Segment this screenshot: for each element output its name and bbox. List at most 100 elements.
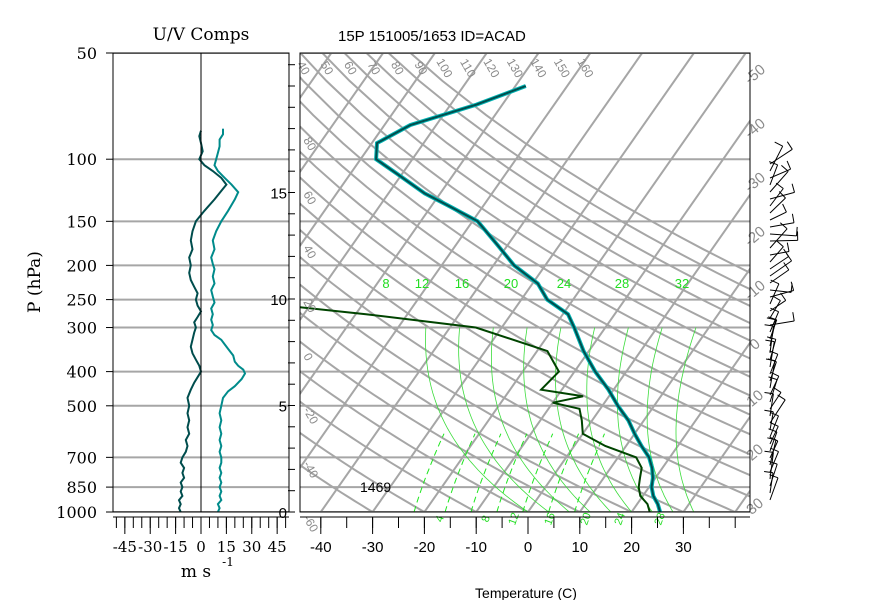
skewt-theta-side-label: 40 — [300, 243, 319, 262]
wind-barb — [769, 256, 789, 270]
skewt-mixing-ratio-bottom-label: 4 — [433, 514, 446, 524]
wind-barb-flag — [772, 295, 781, 302]
skewt-theta-label: 140 — [527, 56, 549, 81]
wind-barb — [769, 392, 782, 410]
skewt-theta-label: 120 — [480, 56, 502, 81]
skewt-dry-adiabat — [300, 176, 750, 456]
skewt-moist-adiabat — [491, 327, 570, 512]
skewt-frame — [299, 52, 751, 513]
skewt-mixing-ratio — [548, 433, 580, 512]
wind-barb — [769, 320, 795, 326]
wind-barb-flag — [764, 450, 774, 453]
skewt-xlabel: Temperature (C) — [475, 585, 577, 600]
skewt-mixing-ratio — [574, 433, 605, 512]
skewt-theta-label: 110 — [457, 56, 479, 80]
skewt-dewpoint-line — [300, 306, 651, 512]
wind-barb — [769, 463, 778, 487]
skewt-isotherm-label: -20 — [741, 223, 769, 250]
skewt-mixing-ratio-top-label: 32 — [675, 276, 689, 291]
skewt-dry-adiabat — [300, 311, 634, 512]
wind-barb-flag — [765, 339, 775, 343]
uv-x-tick-label: 30 — [242, 538, 261, 556]
skewt-moist-adiabat — [646, 327, 674, 512]
uv-y-axis: 50 100 150 200 250 300 400 500 700 850 1000 — [56, 44, 113, 522]
uv-y-tick-label: 150 — [66, 212, 97, 231]
skewt-height-label: 5 — [279, 399, 287, 416]
wind-barb-flag — [769, 411, 779, 417]
wind-barb-flag — [770, 371, 780, 377]
wind-barb — [769, 290, 794, 298]
wind-barb — [769, 239, 798, 242]
wind-barb — [769, 399, 786, 424]
wind-barb — [769, 191, 795, 200]
wind-barb-flag — [786, 242, 790, 252]
skewt-dry-adiabat — [300, 75, 750, 378]
wind-barb-flag — [790, 283, 793, 293]
wind-barb — [769, 246, 784, 263]
uv-y-tick-label: 300 — [66, 319, 97, 338]
wind-barb-flag — [770, 447, 779, 453]
skewt-dry-adiabat — [300, 255, 738, 512]
wind-barb-flag — [796, 226, 798, 236]
skewt-dry-adiabat — [300, 53, 750, 360]
uv-y-tick-label: 250 — [66, 291, 97, 310]
uv-x-tick-label: 45 — [268, 538, 287, 556]
uv-y-tick-label: 200 — [66, 256, 97, 275]
wind-barbs — [764, 141, 799, 501]
skewt-mixing-ratio-bottom-label: 20 — [578, 511, 593, 527]
wind-barb — [769, 283, 780, 305]
skewt-dry-adiabat — [321, 53, 750, 342]
uv-y-tick-label: 500 — [66, 397, 97, 416]
skewt-moist-adiabat — [675, 327, 697, 512]
wind-barb — [769, 393, 774, 417]
uv-title: U/V Comps — [153, 25, 250, 45]
uv-y-tick-label: 400 — [66, 363, 97, 382]
skewt-mixing-ratio-bottom-label: 8 — [479, 514, 492, 524]
wind-barb — [769, 339, 777, 361]
skewt-x-tick-label: -20 — [414, 539, 436, 556]
skewt-mixing-ratio-bottom-label: 16 — [542, 511, 557, 527]
uv-xlabel: m s — [181, 562, 211, 582]
skewt-theta-label: 70 — [365, 59, 384, 78]
uv-series-shadow — [178, 130, 228, 512]
uv-x-tick-label: 15 — [217, 538, 236, 556]
skewt-isotherm — [423, 53, 747, 512]
wind-barb — [769, 415, 779, 438]
wind-barb — [769, 319, 778, 340]
skewt-height-label: 15 — [270, 186, 287, 203]
wind-barb-flag — [769, 161, 778, 166]
skewt-mixing-ratio — [413, 433, 445, 512]
wind-barb — [769, 228, 788, 249]
uv-x-tick-label: -15 — [164, 538, 188, 556]
skewt-isotherm — [300, 53, 592, 470]
skewt-theta-side-label: 20 — [300, 297, 319, 316]
uv-x-tick-label: -30 — [138, 538, 162, 556]
uv-xlabel-superscript: -1 — [222, 555, 234, 569]
wind-barb — [769, 269, 790, 284]
wind-barb — [769, 452, 774, 480]
skewt-isotherm-label: -50 — [741, 61, 769, 88]
skewt-theta-side-label: 60 — [300, 189, 319, 208]
skewt-theta-side-label: 80 — [300, 135, 319, 154]
wind-barb-flag — [770, 279, 780, 285]
skewt-isotherm-label: 20 — [743, 441, 767, 465]
skewt-mixing-ratio-bottom-label: 12 — [506, 511, 521, 527]
uv-frame — [112, 52, 290, 513]
wind-barb-flag — [786, 141, 793, 150]
wind-barb — [769, 211, 787, 221]
uv-series-line — [210, 128, 247, 512]
skewt-mixing-ratio-bottom-label: 24 — [612, 511, 627, 527]
skewt-moist-adiabat — [425, 327, 529, 512]
skewt-dry-adiabat — [300, 400, 479, 512]
wind-barb — [769, 260, 792, 277]
skewt-mixing-ratio — [444, 433, 476, 512]
skewt-mixing-ratio-top-label: 20 — [504, 276, 518, 291]
wind-barb-flag — [782, 203, 787, 213]
skewt-isotherm — [319, 53, 643, 512]
wind-barb-flag — [783, 248, 790, 257]
skewt-isotherm-label: 0 — [746, 335, 763, 353]
skewt-theta-label: 160 — [574, 56, 596, 81]
wind-barb-flag — [769, 350, 778, 355]
wind-barb — [769, 289, 792, 293]
